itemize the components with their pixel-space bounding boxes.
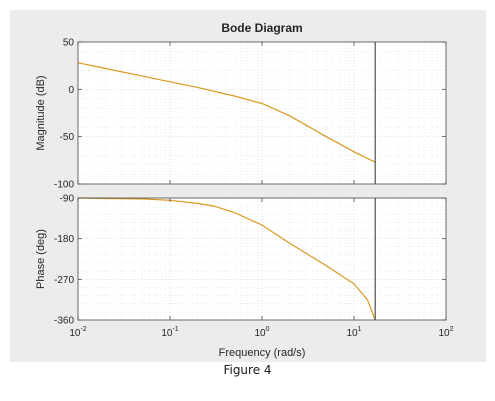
chart-title: Bode Diagram — [221, 21, 302, 35]
bode-diagram: Bode Diagram 50 0 -50 -100 Magnitude (dB) -90 -… — [35, 21, 454, 359]
x-tick-label: 100 — [254, 326, 269, 339]
phase-y-tick-label: -360 — [54, 316, 74, 327]
magnitude-y-axis-label: Magnitude (dB) — [35, 75, 47, 150]
phase-curve — [77, 197, 376, 321]
x-tick-label: 10-1 — [161, 326, 178, 339]
figure-caption: Figure 4 — [223, 363, 272, 377]
x-tick-label-base: 10 — [69, 328, 81, 339]
x-tick-label-base: 10 — [254, 328, 266, 339]
x-tick-label-exponent: -1 — [172, 326, 178, 333]
x-tick-label-base: 10 — [438, 328, 450, 339]
x-tick-label-exponent: 1 — [358, 326, 362, 333]
x-tick-label-base: 10 — [346, 328, 358, 339]
magnitude-y-tick-label: -50 — [60, 132, 75, 143]
phase-y-tick-label: -270 — [54, 275, 74, 286]
magnitude-plot-area — [78, 42, 446, 184]
x-tick-label: 102 — [438, 326, 453, 339]
x-tick-label-exponent: 2 — [450, 326, 454, 333]
x-tick-label: 10-2 — [69, 326, 86, 339]
figure-panel: Bode Diagram 50 0 -50 -100 Magnitude (dB) -90 -… — [10, 10, 486, 362]
x-axis-label: Frequency (rad/s) — [219, 347, 306, 359]
x-tick-label-exponent: 0 — [266, 326, 270, 333]
phase-y-tick-label: -90 — [60, 194, 75, 205]
magnitude-y-tick-label: 50 — [63, 38, 75, 49]
x-tick-label-base: 10 — [161, 328, 173, 339]
phase-y-tick-label: -180 — [54, 234, 74, 245]
phase-y-axis-label: Phase (deg) — [35, 229, 47, 289]
magnitude-y-tick-label: -100 — [54, 180, 74, 191]
x-tick-label-exponent: -2 — [80, 326, 86, 333]
magnitude-curve — [77, 62, 376, 163]
x-tick-label: 101 — [346, 326, 361, 339]
magnitude-y-tick-label: 0 — [68, 85, 74, 96]
